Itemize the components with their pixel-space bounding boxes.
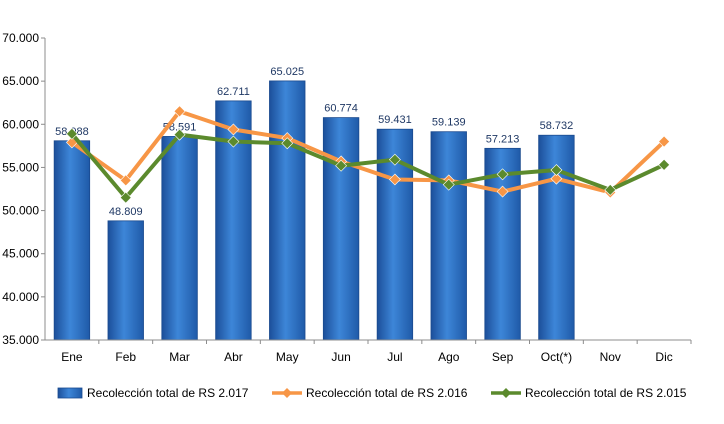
bar-data-label: 48.809 <box>109 206 143 218</box>
legend-marker <box>501 388 511 398</box>
x-tick-label: Jul <box>387 350 402 364</box>
y-tick-label: 70.000 <box>2 31 39 45</box>
series-point <box>173 105 186 118</box>
series-point <box>658 135 671 148</box>
legend-swatch <box>57 387 83 399</box>
x-tick-label: Feb <box>115 350 136 364</box>
y-tick-label: 60.000 <box>2 117 39 131</box>
bar-data-label: 58.732 <box>540 120 574 132</box>
series-point <box>604 183 617 196</box>
bar <box>161 136 198 341</box>
bar-data-label: 59.431 <box>378 114 412 126</box>
bar-data-label: 57.213 <box>486 133 520 145</box>
y-tick-label: 45.000 <box>2 247 39 261</box>
x-tick-label: Ene <box>61 350 83 364</box>
x-tick-label: Oct(*) <box>541 350 572 364</box>
legend: Recolección total de RS 2.017 Recolección… <box>57 386 687 400</box>
x-tick-label: May <box>276 350 299 364</box>
series-point <box>442 178 455 191</box>
series-point <box>388 173 401 186</box>
series-point <box>496 185 509 198</box>
x-axis: Ene Feb Mar Abr May Jun Jul Ago Sep Oct(*) Nov Dic <box>45 339 692 364</box>
legend-label: Recolección total de RS 2.016 <box>306 386 468 400</box>
series-point <box>281 137 294 150</box>
bar <box>53 140 91 341</box>
y-tick-label: 50.000 <box>2 204 39 218</box>
y-tick-label: 55.000 <box>2 160 39 174</box>
series-point <box>65 127 78 140</box>
series-point <box>119 174 132 187</box>
bar <box>430 131 467 341</box>
legend-label: Recolección total de RS 2.015 <box>525 386 687 400</box>
series-point <box>550 164 563 176</box>
x-tick-label: Abr <box>224 350 243 364</box>
bars: 58.08848.80958.59162.71165.02560.77459.4… <box>53 66 575 341</box>
y-tick-label: 65.000 <box>2 74 39 88</box>
bar <box>269 80 306 341</box>
x-tick-label: Ago <box>438 350 460 364</box>
series-line <box>69 109 667 195</box>
x-tick-label: Jun <box>331 350 350 364</box>
series-point <box>227 135 240 148</box>
bar <box>107 220 144 341</box>
y-tick-label: 40.000 <box>2 290 39 304</box>
series-point <box>550 172 563 185</box>
x-tick-label: Nov <box>600 350 621 364</box>
lines <box>65 105 671 204</box>
legend-label: Recolección total de RS 2.017 <box>87 386 249 400</box>
y-axis: 35.000 40.000 45.000 50.000 55.000 60.000 65.0… <box>2 31 46 347</box>
series-point <box>496 168 509 181</box>
bar <box>322 117 360 341</box>
y-tick-label: 35.000 <box>2 333 39 347</box>
series-point <box>388 153 401 166</box>
bar-data-label: 62.711 <box>217 86 250 98</box>
x-tick-label: Dic <box>655 350 672 364</box>
bar-data-label: 60.774 <box>324 103 358 115</box>
series-point <box>658 158 671 171</box>
legend-marker <box>282 388 292 398</box>
bar-data-label: 65.025 <box>270 66 304 78</box>
bar-data-label: 59.139 <box>432 117 466 129</box>
series-point <box>173 128 186 141</box>
series-point <box>227 123 240 136</box>
series-point <box>335 159 348 172</box>
series-point <box>119 191 132 204</box>
series-line <box>69 131 667 200</box>
bar <box>484 147 521 341</box>
x-tick-label: Sep <box>492 350 514 364</box>
x-tick-label: Mar <box>169 350 190 364</box>
